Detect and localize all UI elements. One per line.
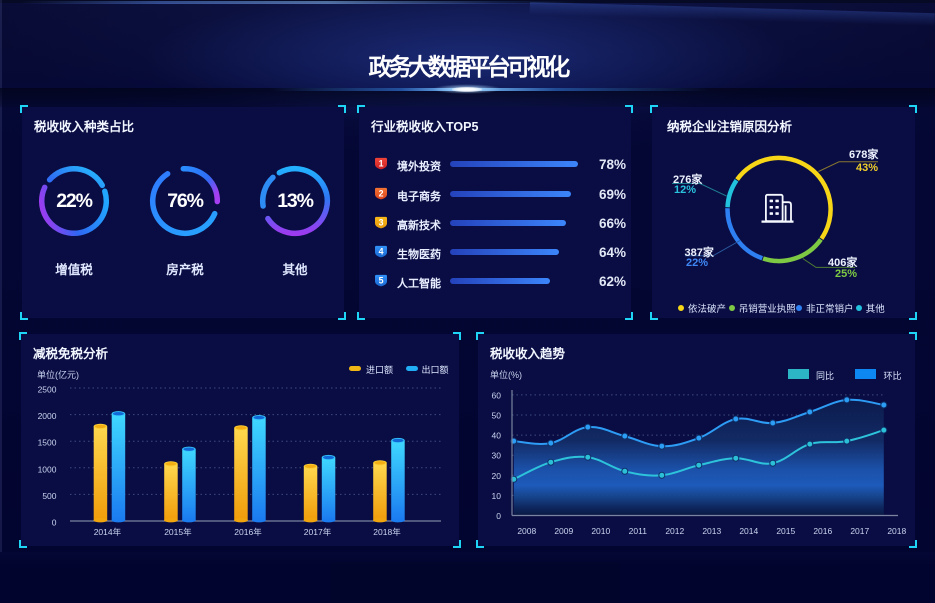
svg-text:2018: 2018 [887,526,906,536]
svg-text:2017年: 2017年 [304,527,332,537]
svg-text:2500: 2500 [38,385,57,395]
svg-text:2008: 2008 [517,526,536,536]
svg-text:2012: 2012 [665,526,684,536]
svg-text:2: 2 [378,188,383,198]
svg-text:500: 500 [42,491,56,501]
svg-text:5: 5 [378,275,383,285]
svg-text:1000: 1000 [38,464,57,474]
svg-text:40: 40 [492,431,502,441]
svg-text:2010: 2010 [591,526,610,536]
svg-text:2014年: 2014年 [94,527,122,537]
svg-text:60: 60 [492,390,502,400]
svg-text:2016: 2016 [813,526,832,536]
svg-text:2015年: 2015年 [164,527,192,537]
svg-text:2015: 2015 [776,526,795,536]
svg-text:3: 3 [378,217,383,227]
svg-text:2013: 2013 [702,526,721,536]
svg-text:0: 0 [52,518,57,528]
svg-text:4: 4 [378,246,383,256]
svg-text:1: 1 [378,158,383,168]
svg-text:50: 50 [492,411,502,421]
svg-text:2000: 2000 [38,411,57,421]
svg-text:20: 20 [492,471,502,481]
svg-text:2017: 2017 [850,526,869,536]
svg-text:1500: 1500 [38,438,57,448]
svg-text:2016年: 2016年 [234,527,262,537]
svg-text:2014: 2014 [739,526,758,536]
svg-text:2009: 2009 [554,526,573,536]
svg-text:0: 0 [496,511,501,521]
svg-text:2018年: 2018年 [373,527,401,537]
svg-text:30: 30 [492,451,502,461]
svg-text:2011: 2011 [629,526,648,536]
svg-text:10: 10 [492,491,502,501]
